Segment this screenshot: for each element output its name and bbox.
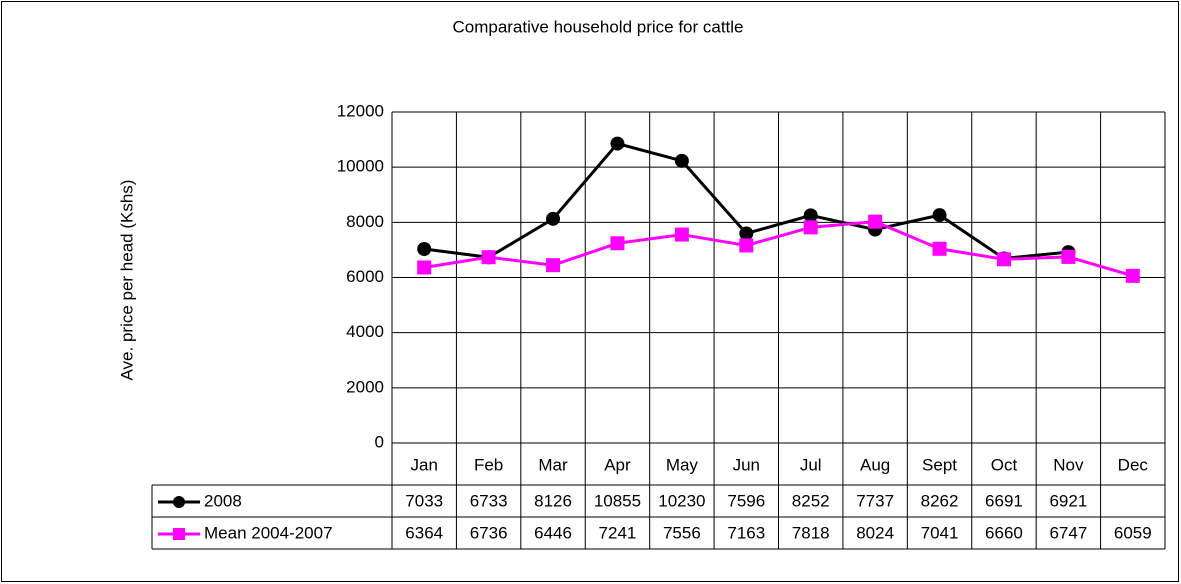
x-tick-label: Mar <box>538 455 568 474</box>
table-value: 7241 <box>599 523 637 542</box>
marker <box>610 136 625 151</box>
x-tick-label: Jul <box>800 455 822 474</box>
table-value: 6446 <box>534 523 572 542</box>
marker <box>674 227 689 242</box>
marker <box>868 214 883 229</box>
marker <box>1125 268 1140 283</box>
marker <box>674 153 689 168</box>
marker <box>417 260 432 275</box>
chart-title: Comparative household price for cattle <box>452 17 743 36</box>
x-tick-label: Dec <box>1118 455 1149 474</box>
y-tick-label: 12000 <box>337 101 384 120</box>
table-value: 8262 <box>921 491 959 510</box>
marker <box>417 242 432 257</box>
y-tick-label: 10000 <box>337 157 384 176</box>
x-tick-label: Apr <box>604 455 631 474</box>
table-value: 6921 <box>1049 491 1087 510</box>
table-value: 7163 <box>727 523 765 542</box>
table-value: 7041 <box>921 523 959 542</box>
marker <box>739 226 754 241</box>
marker <box>932 208 947 223</box>
legend-marker <box>173 528 185 540</box>
y-tick-label: 6000 <box>346 267 384 286</box>
table-value: 10230 <box>658 491 705 510</box>
table-value: 6733 <box>470 491 508 510</box>
x-tick-label: Sept <box>922 455 957 474</box>
marker <box>546 211 561 226</box>
table-value: 10855 <box>594 491 641 510</box>
marker <box>996 252 1011 267</box>
table-value: 6059 <box>1114 523 1152 542</box>
marker <box>610 236 625 251</box>
y-tick-label: 4000 <box>346 322 384 341</box>
table-value: 6736 <box>470 523 508 542</box>
x-tick-label: May <box>666 455 699 474</box>
table-value: 7596 <box>727 491 765 510</box>
table-value: 7556 <box>663 523 701 542</box>
table-value: 6660 <box>985 523 1023 542</box>
marker <box>803 220 818 235</box>
table-value: 7033 <box>405 491 443 510</box>
table-value: 8252 <box>792 491 830 510</box>
marker <box>739 238 754 253</box>
table-value: 7737 <box>856 491 894 510</box>
table-value: 8126 <box>534 491 572 510</box>
table-value: 6691 <box>985 491 1023 510</box>
x-tick-label: Jan <box>410 455 437 474</box>
marker <box>1061 249 1076 264</box>
marker <box>803 208 818 223</box>
series-line <box>423 220 1134 278</box>
x-tick-label: Jun <box>733 455 760 474</box>
x-tick-label: Oct <box>991 455 1018 474</box>
x-tick-label: Nov <box>1053 455 1084 474</box>
table-value: 7818 <box>792 523 830 542</box>
table-value: 6364 <box>405 523 443 542</box>
marker <box>932 241 947 256</box>
x-tick-label: Aug <box>860 455 890 474</box>
legend-label: 2008 <box>204 491 242 510</box>
marker <box>481 250 496 265</box>
y-tick-label: 2000 <box>346 377 384 396</box>
table-value: 6747 <box>1049 523 1087 542</box>
legend-label: Mean 2004-2007 <box>204 523 333 542</box>
marker <box>546 258 561 273</box>
table-value: 8024 <box>856 523 894 542</box>
legend-marker <box>173 496 185 508</box>
y-tick-label: 0 <box>375 432 384 451</box>
x-tick-label: Feb <box>474 455 503 474</box>
y-tick-label: 8000 <box>346 212 384 231</box>
y-axis-label: Ave. price per head (Kshs) <box>117 180 136 381</box>
